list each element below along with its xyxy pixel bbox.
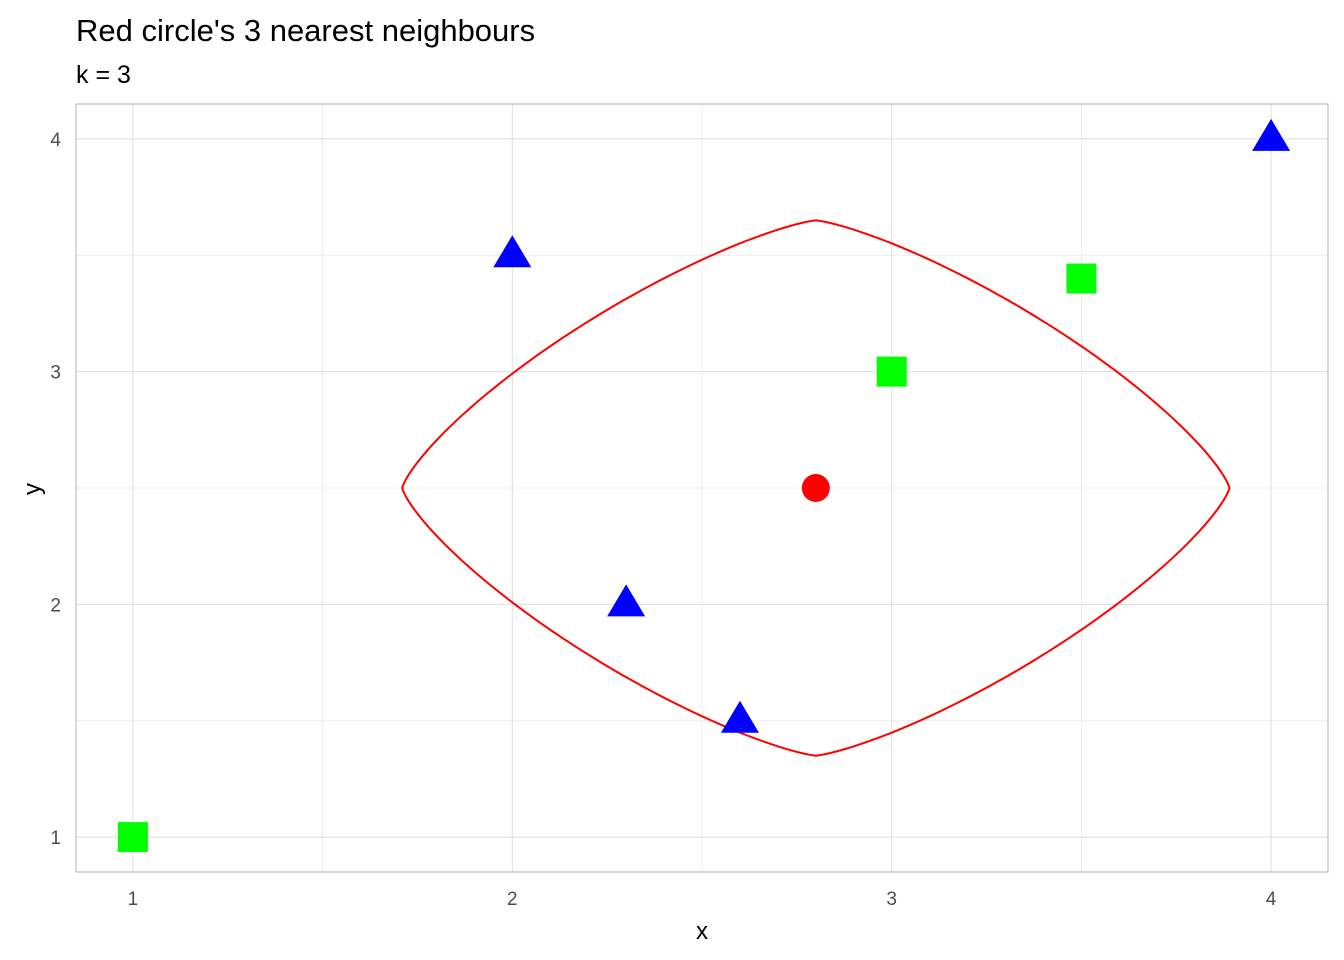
- square-point: [117, 822, 148, 853]
- y-tick-label: 4: [50, 130, 61, 151]
- chart-title: Red circle's 3 nearest neighbours: [76, 13, 535, 48]
- square-point: [876, 356, 907, 387]
- triangle-point: [720, 700, 759, 733]
- x-tick-label: 3: [886, 889, 897, 910]
- x-axis-ticks: 1 2 3 4: [128, 889, 1277, 910]
- circle-point: [801, 474, 830, 502]
- neighbourhood-ring-layer: [401, 219, 1231, 757]
- triangle-point: [493, 235, 532, 268]
- x-tick-label: 1: [128, 889, 139, 910]
- x-tick-label: 4: [1266, 889, 1277, 910]
- x-axis-title: x: [696, 918, 708, 945]
- points: [117, 118, 1291, 853]
- triangle-point: [607, 584, 646, 617]
- y-axis-title: y: [19, 483, 46, 495]
- y-tick-label: 3: [50, 363, 61, 384]
- y-tick-label: 1: [50, 828, 61, 849]
- y-tick-label: 2: [50, 595, 61, 616]
- triangle-point: [1252, 118, 1291, 151]
- neighbourhood-ring: [401, 219, 1231, 757]
- chart-subtitle: k = 3: [76, 61, 131, 89]
- y-axis-ticks: 1 2 3 4: [50, 130, 61, 849]
- panel-border: [75, 103, 1329, 873]
- x-tick-label: 2: [507, 889, 518, 910]
- grid: [76, 104, 1328, 872]
- square-point: [1066, 263, 1097, 294]
